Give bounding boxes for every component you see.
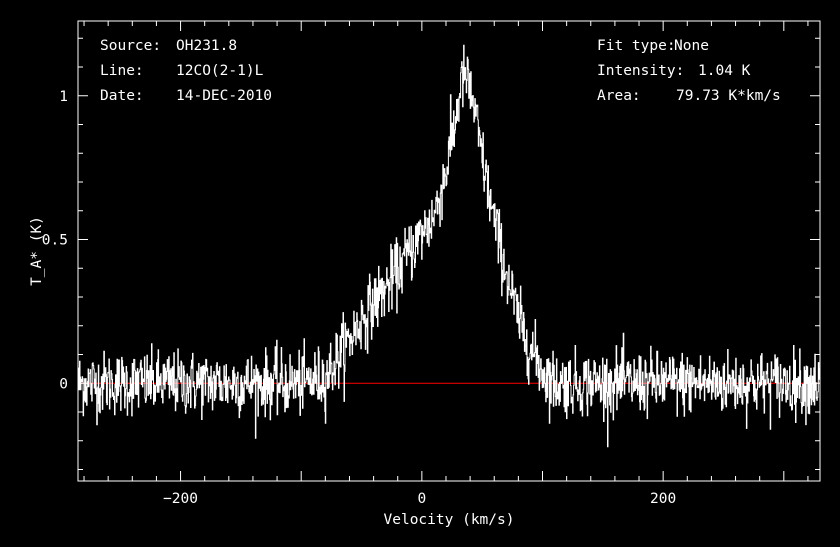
info-date-key: Date:: [100, 88, 144, 104]
info-panel-left: Source: OH231.8 Line: 12CO(2-1)L Date: 1…: [100, 38, 272, 104]
info-area-value: 79.73 K*km/s: [676, 88, 781, 104]
info-source-key: Source:: [100, 38, 161, 54]
info-panel-right: Fit type: None Intensity: 1.04 K Area: 7…: [597, 38, 781, 104]
y-tick-label: 1: [59, 89, 68, 105]
info-intensity-value: 1.04 K: [698, 63, 751, 79]
y-tick-label: 0.5: [42, 233, 68, 249]
info-fit-type-key: Fit type:: [597, 38, 676, 54]
x-tick-label: 200: [650, 491, 676, 507]
info-date-value: 14-DEC-2010: [176, 88, 272, 104]
plot-area: [78, 44, 820, 448]
x-tick-label: 0: [417, 491, 426, 507]
y-tick-label: 0: [59, 376, 68, 392]
info-fit-type-value: None: [674, 38, 709, 54]
info-line-value: 12CO(2-1)L: [176, 63, 264, 79]
x-axis-label: Velocity (km/s): [384, 512, 515, 528]
plot-frame: [77, 20, 821, 482]
axis-ticks: −200 0 200 0 0.5 1: [42, 21, 820, 507]
info-source-value: OH231.8: [176, 38, 237, 54]
x-tick-label: −200: [163, 491, 198, 507]
info-area-key: Area:: [597, 88, 641, 104]
spectrum-series: [78, 44, 820, 448]
y-axis-label: T_A* (K): [29, 216, 45, 286]
info-line-key: Line:: [100, 63, 144, 79]
info-intensity-key: Intensity:: [597, 63, 684, 79]
